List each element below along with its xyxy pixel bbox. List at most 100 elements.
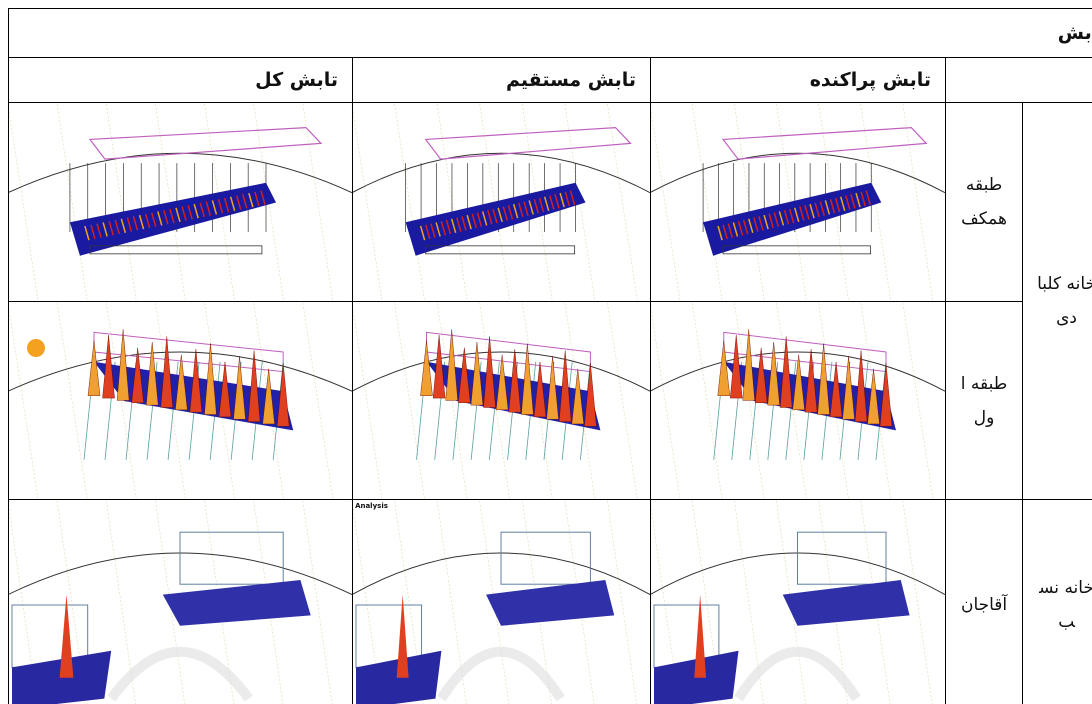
illustration [242, 193, 248, 209]
illustration [651, 310, 681, 499]
illustration [788, 208, 795, 223]
illustration [260, 189, 266, 205]
simulation-image [8, 301, 354, 500]
illustration [730, 334, 743, 398]
illustration [436, 103, 468, 301]
illustration [763, 214, 769, 229]
illustration [854, 350, 868, 422]
illustration [424, 126, 632, 160]
simulation-image [8, 499, 354, 704]
illustration [717, 340, 731, 396]
illustration [651, 351, 945, 392]
illustration [481, 210, 488, 226]
illustration [722, 224, 728, 239]
illustration [804, 348, 818, 412]
illustration [466, 214, 472, 229]
illustration [651, 111, 681, 301]
illustration [233, 355, 246, 419]
illustration [818, 302, 849, 499]
illustration [229, 196, 236, 211]
illustration [502, 205, 509, 221]
empty-cell [945, 57, 1092, 103]
illustration [419, 225, 426, 240]
illustration [116, 328, 130, 401]
illustration [420, 340, 433, 396]
simulation-render [353, 103, 650, 301]
illustration [396, 594, 409, 678]
illustration [84, 225, 90, 240]
illustration [564, 191, 571, 206]
illustration [564, 302, 596, 499]
illustration [584, 362, 597, 426]
illustration [727, 222, 734, 238]
illustration [538, 197, 545, 212]
illustration [607, 103, 638, 301]
illustration [860, 191, 866, 206]
illustration [146, 341, 159, 405]
illustration [353, 111, 383, 301]
illustration [102, 221, 108, 237]
illustration [734, 302, 765, 499]
illustration [179, 531, 284, 585]
illustration [394, 103, 425, 301]
illustration [778, 210, 785, 226]
illustration [732, 221, 739, 237]
illustration [518, 202, 524, 217]
illustration [155, 302, 186, 499]
illustration [187, 204, 193, 220]
illustration [479, 103, 511, 301]
illustration [776, 103, 807, 301]
illustration [755, 347, 768, 403]
illustration [483, 335, 496, 408]
illustration [160, 335, 174, 408]
column-header: تابش پراکنده [650, 57, 947, 103]
illustration [742, 219, 749, 234]
illustration [59, 594, 74, 678]
illustration [792, 354, 805, 410]
simulation-image [650, 301, 947, 500]
illustration [114, 219, 121, 234]
illustration [302, 302, 334, 499]
illustration [902, 302, 934, 499]
illustration [842, 355, 855, 419]
illustration [476, 211, 483, 227]
illustration [56, 103, 88, 301]
illustration [470, 341, 484, 405]
illustration [546, 355, 559, 419]
illustration [742, 328, 755, 401]
illustration [193, 203, 199, 218]
illustration [144, 213, 151, 228]
illustration [107, 646, 253, 702]
illustration [440, 220, 447, 235]
illustration [236, 194, 242, 210]
illustration [353, 152, 650, 193]
illustration [500, 531, 591, 585]
illustration [879, 362, 893, 426]
illustration [436, 302, 468, 499]
illustration [722, 244, 872, 254]
illustration [204, 343, 217, 415]
illustration [394, 302, 425, 499]
simulation-render [9, 500, 352, 704]
illustration [521, 343, 534, 415]
illustration [9, 351, 352, 392]
illustration [782, 579, 910, 626]
illustration [471, 213, 478, 228]
illustration [353, 310, 383, 499]
illustration [131, 347, 144, 403]
illustration [860, 302, 892, 499]
illustration [817, 343, 830, 415]
illustration [106, 500, 137, 704]
illustration [717, 225, 723, 240]
illustration [223, 197, 230, 212]
building-name: خانه نسب [1022, 499, 1092, 704]
illustration [497, 207, 503, 222]
illustration [492, 208, 498, 223]
document: تابش تابش پراکنده تابش مستقیم تابش کل خا… [8, 8, 1092, 704]
illustration [734, 646, 861, 701]
image-label: Analysis [355, 502, 388, 510]
illustration [554, 193, 560, 209]
illustration [569, 189, 576, 205]
illustration [204, 302, 235, 499]
illustration [865, 189, 872, 205]
